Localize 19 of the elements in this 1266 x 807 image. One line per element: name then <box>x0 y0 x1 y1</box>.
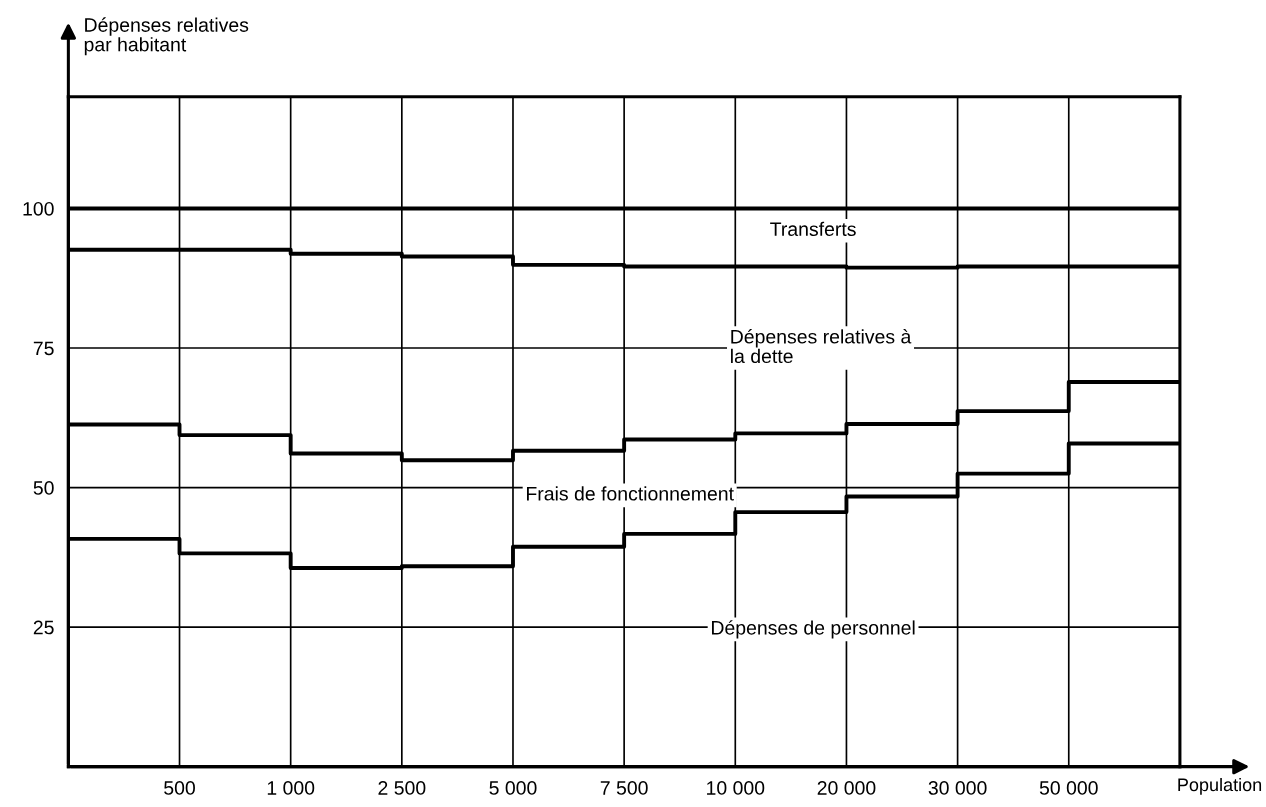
x-tick-label: 30 000 <box>928 781 987 795</box>
x-tick-label: 50 000 <box>1039 781 1098 795</box>
x-tick-label: 2 500 <box>378 781 426 795</box>
x-tick-label: 20 000 <box>817 781 876 795</box>
x-tick-label: 500 <box>164 781 195 795</box>
y-tick-label: 50 <box>33 481 54 495</box>
x-tick-label: 10 000 <box>707 781 765 795</box>
annotation: Dépenses de personnel <box>712 620 915 639</box>
x-axis-title: Population <box>1178 777 1262 795</box>
annotation: Dépenses relatives à la dette <box>731 329 912 364</box>
y-axis-title: Dépenses relatives par habitant <box>84 17 249 56</box>
annotation: Transferts <box>770 221 856 237</box>
y-tick-label: 100 <box>23 201 54 216</box>
x-tick-label: 1 000 <box>267 781 315 795</box>
annotation: Frais de fonctionnement <box>527 486 734 501</box>
y-tick-label: 25 <box>33 620 54 635</box>
x-tick-label: 5 000 <box>489 781 537 795</box>
x-tick-label: 7 500 <box>600 781 648 795</box>
y-tick-label: 75 <box>33 341 54 356</box>
